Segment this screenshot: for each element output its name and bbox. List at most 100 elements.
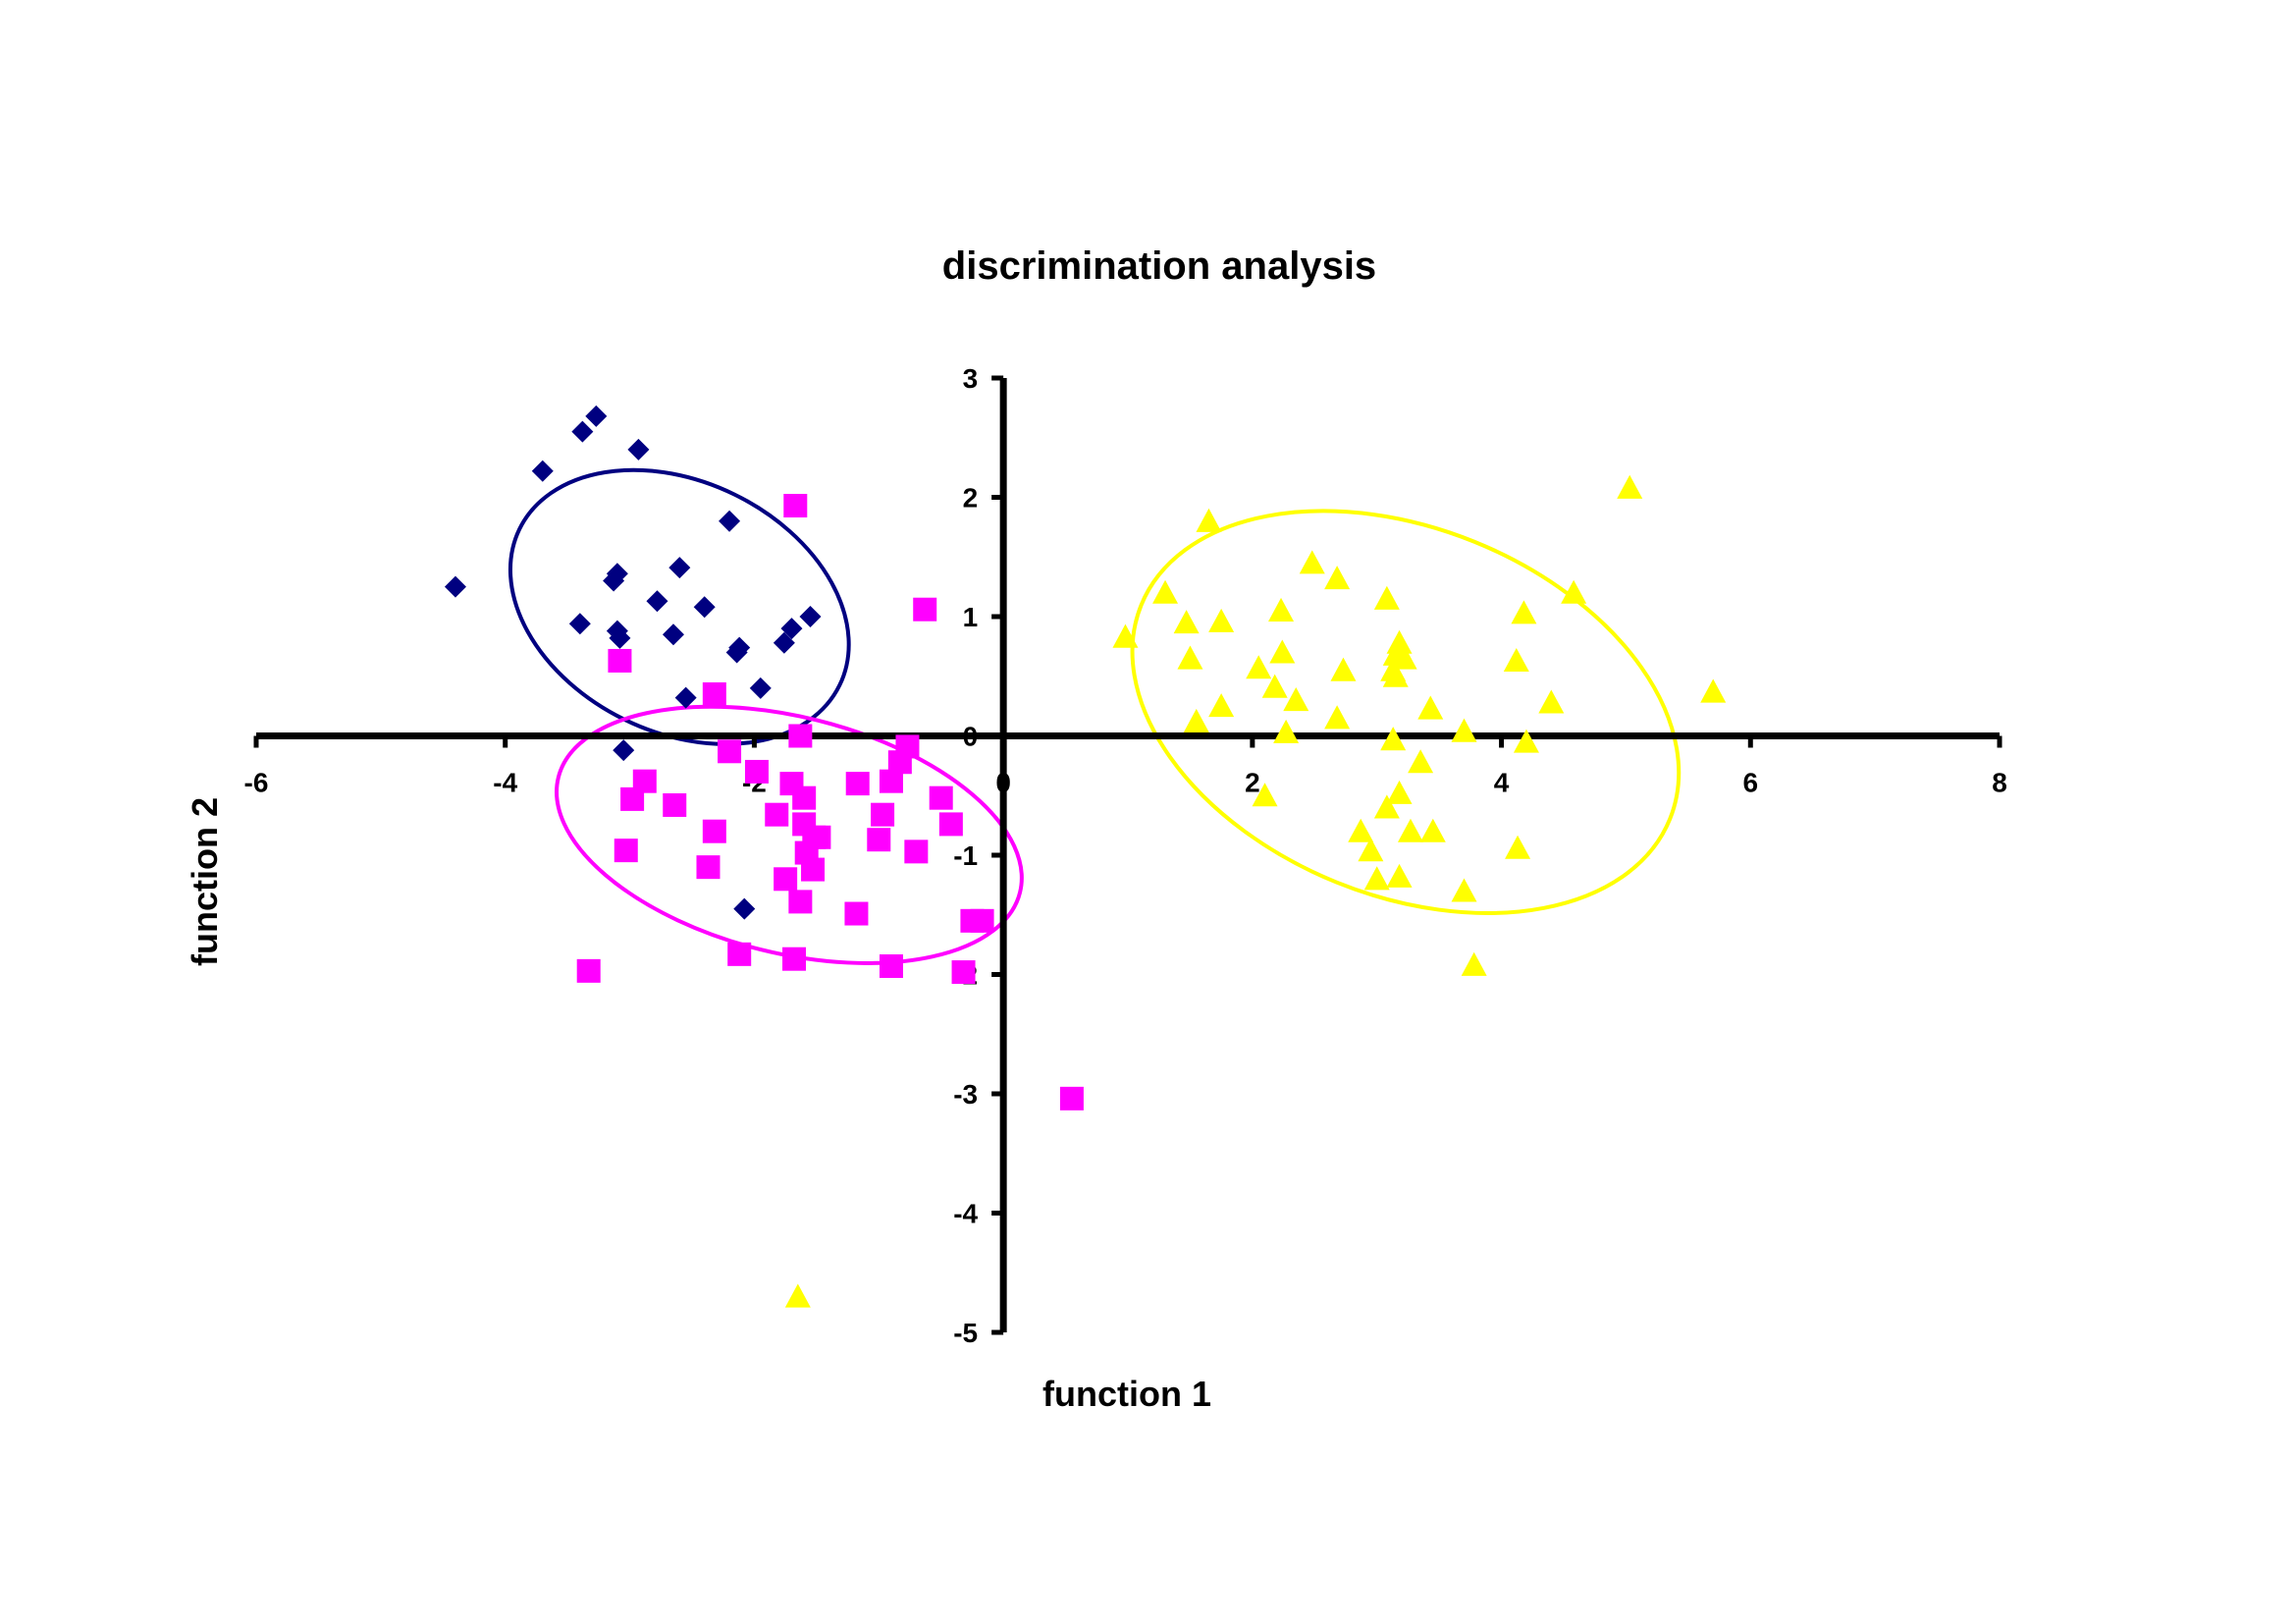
- data-point-square: [879, 769, 903, 793]
- x-tick-label: 4: [1494, 768, 1510, 798]
- data-point-square: [727, 942, 752, 966]
- data-point-triangle: [1269, 639, 1296, 664]
- data-point-triangle: [1363, 866, 1390, 891]
- data-point-diamond: [603, 569, 625, 592]
- data-point-diamond: [646, 590, 668, 613]
- cluster-ellipse: [555, 704, 1024, 965]
- data-point-triangle: [1503, 647, 1529, 673]
- data-point-triangle: [1283, 687, 1309, 712]
- data-point-square: [1059, 1086, 1084, 1110]
- data-point-square: [871, 802, 895, 827]
- data-point-square: [938, 812, 963, 837]
- data-point-square: [718, 739, 742, 764]
- data-point-triangle: [1505, 835, 1531, 859]
- data-point-triangle: [1177, 645, 1203, 670]
- data-point-triangle: [1324, 705, 1351, 730]
- data-point-square: [913, 597, 937, 622]
- data-point-square: [782, 947, 807, 971]
- y-tick-label: -1: [953, 840, 978, 871]
- y-tick-label: 1: [963, 602, 979, 632]
- x-tick-label: 6: [1742, 768, 1758, 798]
- data-point-square: [801, 857, 826, 882]
- data-point-diamond: [749, 677, 772, 699]
- data-point-triangle: [1324, 566, 1351, 590]
- data-point-triangle: [1391, 645, 1417, 670]
- data-point-square: [744, 759, 769, 784]
- data-point-square: [788, 890, 813, 914]
- data-point-square: [867, 828, 891, 852]
- data-point-triangle: [1386, 780, 1413, 804]
- data-point-square: [788, 724, 813, 748]
- data-point-triangle: [1700, 678, 1727, 703]
- data-point-triangle: [1208, 608, 1235, 632]
- cluster-ellipse: [507, 467, 851, 746]
- data-point-square: [845, 772, 870, 796]
- data-point-triangle: [1330, 657, 1357, 681]
- data-point-triangle: [1511, 600, 1537, 624]
- data-point-triangle: [1382, 663, 1409, 687]
- data-point-diamond: [444, 575, 466, 598]
- data-point-triangle: [1246, 655, 1272, 679]
- data-point-triangle: [1348, 818, 1374, 842]
- y-tick-label: 3: [963, 363, 979, 394]
- data-point-square: [614, 839, 638, 863]
- data-point-square: [879, 953, 903, 978]
- data-point-square: [663, 792, 687, 817]
- x-tick-label: -4: [493, 768, 517, 798]
- data-point-diamond: [773, 631, 795, 654]
- data-point-diamond: [693, 596, 716, 619]
- data-point-diamond: [733, 897, 756, 920]
- data-point-diamond: [613, 739, 635, 762]
- data-point-square: [792, 785, 817, 810]
- data-point-diamond: [668, 557, 691, 579]
- x-tick-label: 8: [1992, 768, 2007, 798]
- x-tick-label: 0: [995, 768, 1011, 798]
- x-ticks: -6-4-202468: [244, 735, 2007, 798]
- data-point-square: [844, 901, 869, 926]
- data-point-square: [774, 867, 798, 892]
- data-point-diamond: [780, 618, 803, 640]
- data-point-triangle: [1173, 610, 1200, 634]
- y-tick-label: 2: [963, 483, 979, 514]
- data-point-diamond: [609, 626, 631, 649]
- data-point-triangle: [1208, 693, 1235, 718]
- y-tick-label: -4: [953, 1199, 978, 1229]
- data-point-triangle: [1380, 727, 1407, 751]
- data-point-diamond: [585, 405, 608, 427]
- data-point-square: [970, 908, 994, 933]
- data-point-triangle: [1273, 719, 1300, 743]
- data-point-triangle: [784, 1283, 811, 1308]
- data-point-triangle: [1561, 579, 1587, 604]
- data-point-diamond: [571, 420, 594, 443]
- data-point-triangle: [1451, 878, 1477, 902]
- data-point-diamond: [799, 606, 822, 627]
- y-axis-label: function 2: [185, 797, 225, 966]
- data-point-square: [765, 802, 789, 827]
- data-point-triangle: [1417, 695, 1444, 720]
- data-point-square: [702, 681, 726, 706]
- x-tick-label: 2: [1245, 768, 1260, 798]
- data-point-triangle: [1386, 863, 1413, 888]
- data-point-square: [951, 960, 976, 985]
- data-point-triangle: [1617, 474, 1643, 499]
- data-point-diamond: [662, 623, 684, 646]
- data-point-square: [608, 648, 632, 673]
- cluster-ellipses: [507, 467, 1682, 965]
- data-point-triangle: [1183, 708, 1209, 732]
- data-point-triangle: [1373, 585, 1400, 610]
- data-point-triangle: [1112, 623, 1139, 648]
- y-tick-label: 0: [963, 722, 979, 752]
- data-point-triangle: [1397, 818, 1423, 842]
- data-point-square: [620, 786, 645, 811]
- data-point-triangle: [1408, 749, 1434, 774]
- data-point-diamond: [568, 613, 591, 635]
- data-point-triangle: [1538, 689, 1565, 714]
- data-point-triangle: [1196, 508, 1222, 532]
- data-point-triangle: [1261, 674, 1288, 698]
- data-point-triangle: [1373, 794, 1400, 819]
- data-point-square: [696, 855, 721, 880]
- data-point-triangle: [1358, 838, 1384, 862]
